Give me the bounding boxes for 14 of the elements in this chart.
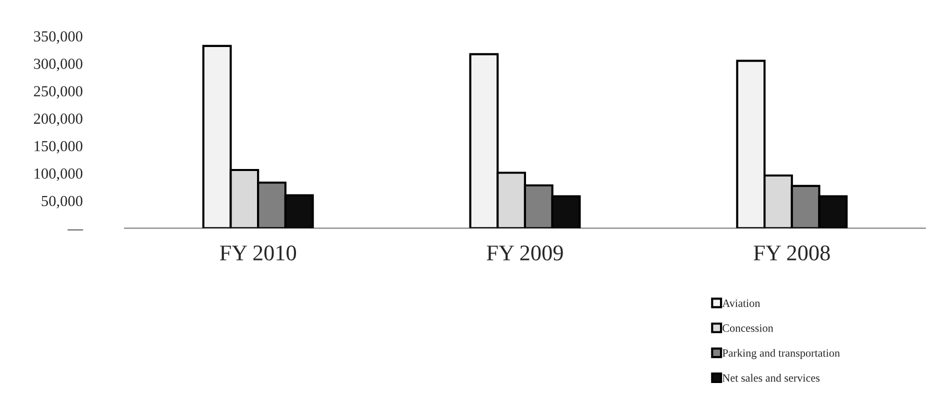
legend-label: Aviation [722,299,760,307]
y-tick-label: 50,000 [42,196,82,208]
y-tick-label: 300,000 [34,58,82,72]
legend-label: Concession [722,324,774,332]
x-tick-label: FY 2009 [486,245,563,260]
y-tick-label: 350,000 [34,31,82,44]
y-tick-label: 150,000 [34,140,82,154]
y-tick-label: 200,000 [34,114,82,126]
x-tick-label: FY 2008 [754,245,830,260]
y-tick-label: 100,000 [34,168,82,181]
y-tick-label: 250,000 [34,86,82,99]
x-tick-label: FY 2010 [220,245,296,260]
legend-label: Net sales and services [722,374,820,382]
legend-label: Parking and transportation [722,348,840,360]
